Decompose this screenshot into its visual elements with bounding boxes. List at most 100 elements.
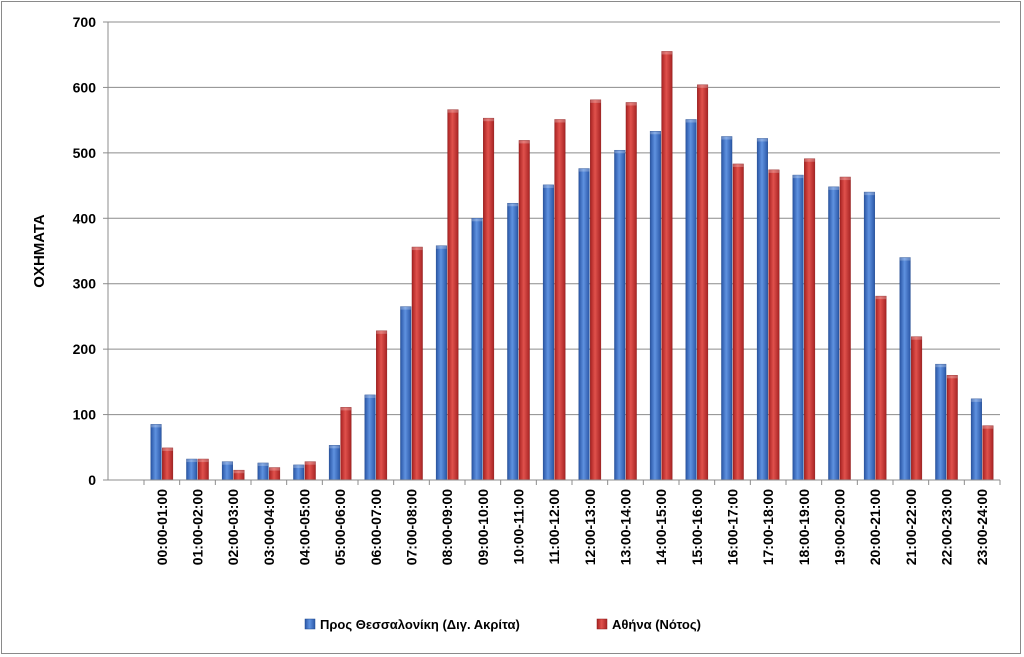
bar-thessaloniki <box>614 149 626 481</box>
bar-highlight <box>554 119 566 123</box>
bar-highlight <box>233 470 245 474</box>
bar-thessaloniki <box>364 394 376 481</box>
bar-thessaloniki <box>507 202 519 481</box>
bar-thessaloniki <box>935 363 947 481</box>
x-tick-label: 03:00-04:00 <box>261 489 277 565</box>
bar-thessaloniki <box>685 119 697 481</box>
bar-thessaloniki <box>578 168 590 481</box>
bar-highlight <box>971 398 982 402</box>
bar-highlight <box>543 184 554 188</box>
bar-athina <box>518 140 530 481</box>
bar-thessaloniki <box>828 186 840 481</box>
x-tick-label: 05:00-06:00 <box>332 489 348 565</box>
x-tick-label: 08:00-09:00 <box>439 489 455 565</box>
x-tick-label: 10:00-11:00 <box>511 489 527 565</box>
y-tick-label: 500 <box>73 145 97 161</box>
bar-athina <box>340 407 352 481</box>
bar-athina <box>768 169 780 481</box>
bar-athina <box>697 84 709 481</box>
bar-athina <box>911 336 923 481</box>
bar-highlight <box>329 445 340 449</box>
bar-highlight <box>293 464 304 468</box>
x-tick-label: 00:00-01:00 <box>154 489 170 565</box>
bar-highlight <box>733 163 744 167</box>
bar-highlight <box>436 245 447 249</box>
x-tick-label: 18:00-19:00 <box>796 489 812 565</box>
bar-highlight <box>757 138 768 142</box>
bar-highlight <box>269 467 280 471</box>
bar-highlight <box>899 257 911 261</box>
y-tick-label: 200 <box>73 341 97 357</box>
bar-thessaloniki <box>649 131 661 481</box>
x-axis-ticks: 00:00-01:00 01:00-02:00 02:00-03:00 03:00-0… <box>143 480 1001 565</box>
legend: Προς Θεσσαλονίκη (Διγ. Ακρίτα) Αθήνα (Νότ… <box>304 617 701 632</box>
bar-highlight <box>661 51 673 55</box>
bar-highlight <box>864 192 875 196</box>
x-tick-label: 06:00-07:00 <box>368 489 384 565</box>
y-tick-label: 300 <box>73 276 97 292</box>
bar-thessaloniki <box>792 174 804 481</box>
bar-highlight <box>186 459 197 463</box>
bar-highlight <box>305 461 316 465</box>
x-tick-label: 11:00-12:00 <box>546 489 562 565</box>
bar-athina <box>661 51 673 481</box>
bar-athina <box>376 330 388 481</box>
x-tick-label: 19:00-20:00 <box>832 489 848 565</box>
bar-thessaloniki <box>435 245 447 481</box>
bar-thessaloniki <box>471 218 483 481</box>
bar-highlight <box>257 462 269 466</box>
axes <box>107 22 1000 481</box>
bars <box>150 51 994 481</box>
x-tick-label: 14:00-15:00 <box>653 489 669 565</box>
bar-highlight <box>412 247 423 251</box>
legend-swatch <box>304 618 316 630</box>
bar-thessaloniki <box>756 138 768 481</box>
bar-highlight <box>804 158 815 162</box>
x-tick-label: 07:00-08:00 <box>404 489 420 565</box>
bar-highlight <box>483 118 494 122</box>
x-tick-label: 04:00-05:00 <box>297 489 313 565</box>
bar-athina <box>839 176 851 481</box>
bar-highlight <box>471 218 483 222</box>
bar-athina <box>982 425 994 481</box>
bar-highlight <box>400 306 411 310</box>
bar-highlight <box>447 109 459 113</box>
y-tick-label: 700 <box>73 14 97 30</box>
bar-highlight <box>150 424 162 428</box>
legend-swatch <box>596 618 608 630</box>
x-tick-label: 21:00-22:00 <box>903 489 919 565</box>
bar-highlight <box>792 175 804 179</box>
y-tick-label: 400 <box>73 210 97 226</box>
bar-athina <box>483 117 495 481</box>
bar-highlight <box>590 99 601 103</box>
bar-highlight <box>626 102 637 106</box>
bar-athina <box>162 447 174 481</box>
bar-highlight <box>614 150 625 154</box>
x-tick-label: 01:00-02:00 <box>190 489 206 565</box>
bar-athina <box>732 163 744 481</box>
x-tick-label: 09:00-10:00 <box>475 489 491 565</box>
bar-highlight <box>507 203 518 207</box>
bar-highlight <box>828 186 839 190</box>
bar-highlight <box>875 296 887 300</box>
bar-athina <box>804 158 816 481</box>
y-tick-label: 100 <box>73 407 97 423</box>
x-tick-label: 20:00-21:00 <box>867 489 883 565</box>
bar-athina <box>411 246 423 481</box>
bar-highlight <box>911 336 922 340</box>
y-tick-label: 600 <box>73 79 97 95</box>
bar-thessaloniki <box>186 458 198 481</box>
bar-highlight <box>162 447 173 451</box>
bar-athina <box>590 99 602 481</box>
bar-highlight <box>376 330 387 334</box>
bar-thessaloniki <box>863 191 875 481</box>
bar-highlight <box>697 84 708 88</box>
bar-highlight <box>222 461 233 465</box>
y-axis-title: ΟΧΗΜΑΤΑ <box>31 214 48 288</box>
bar-thessaloniki <box>721 136 733 481</box>
x-tick-label: 17:00-18:00 <box>760 489 776 565</box>
bar-highlight <box>650 131 661 135</box>
bar-athina <box>554 119 566 481</box>
bar-highlight <box>840 177 851 181</box>
